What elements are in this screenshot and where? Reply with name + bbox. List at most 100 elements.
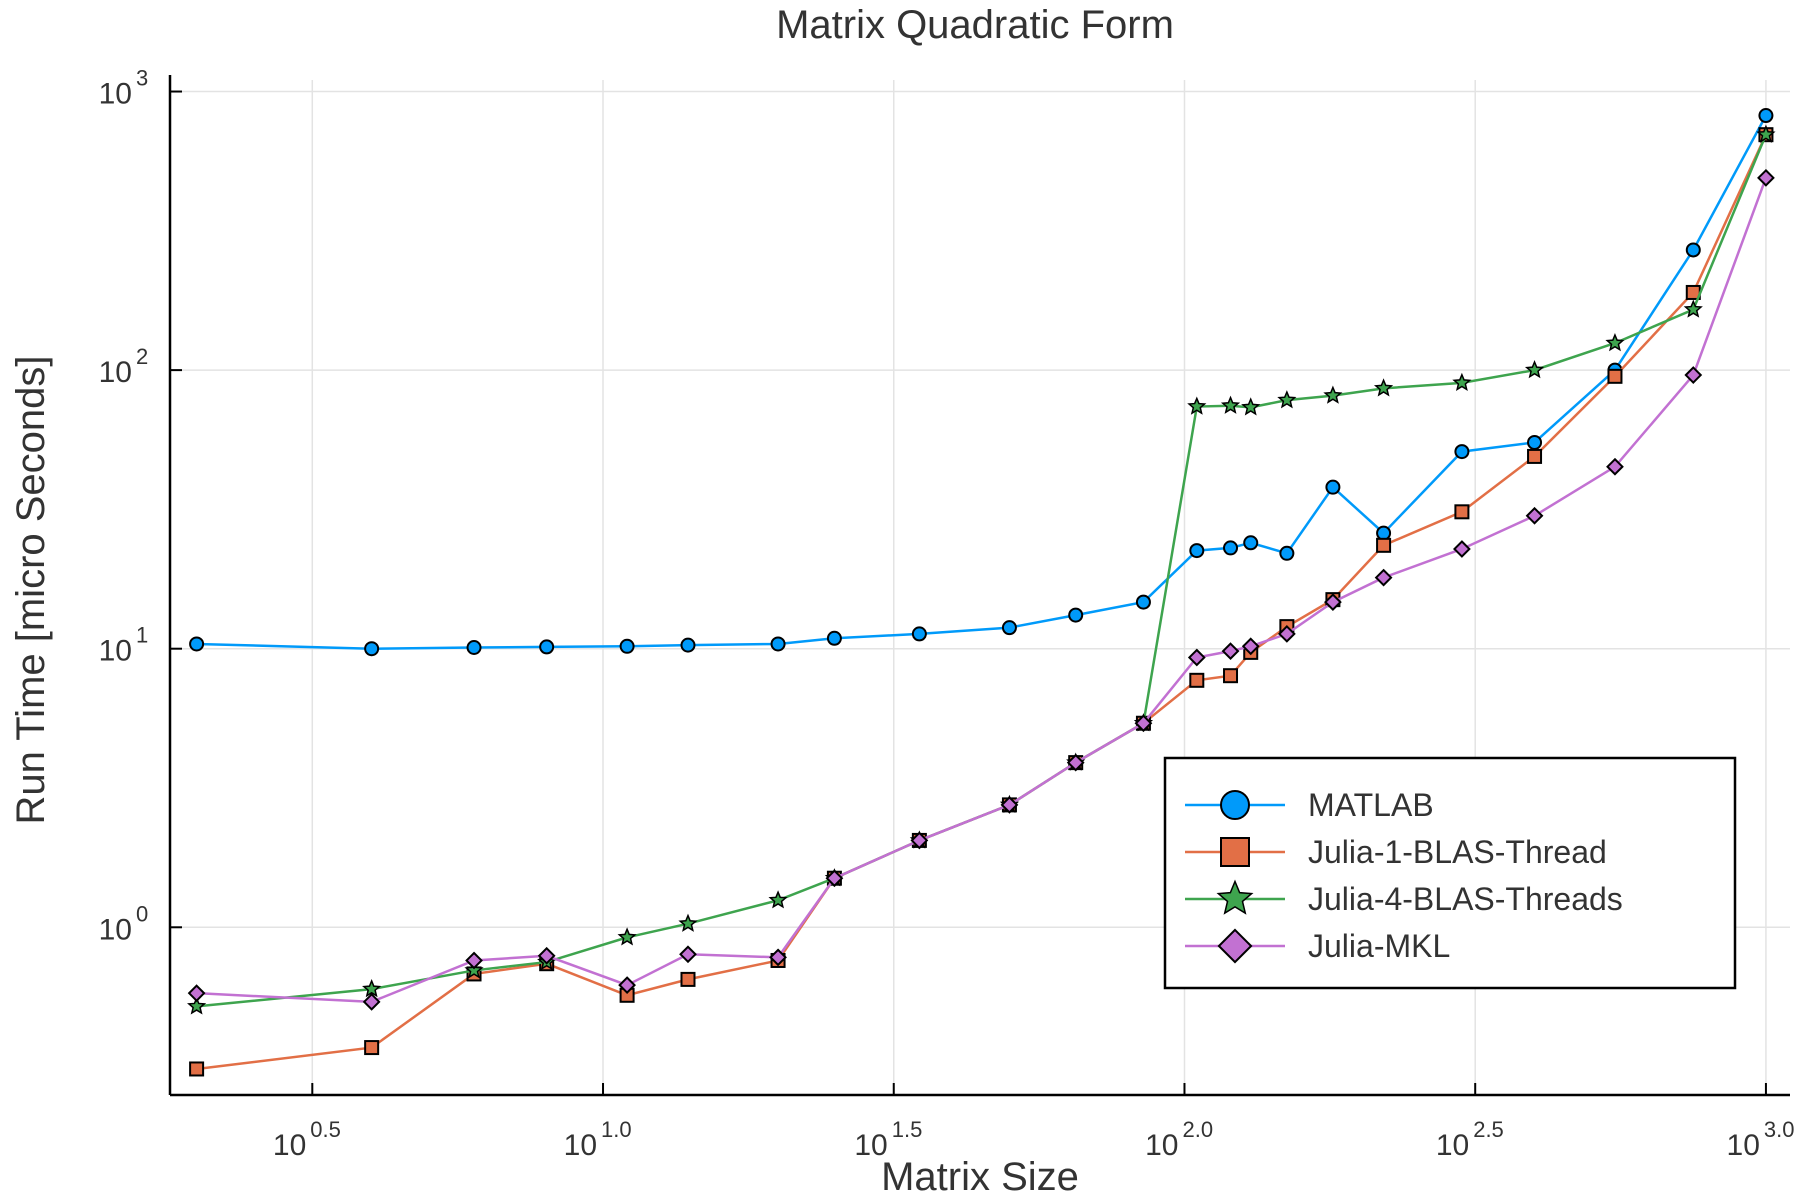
data-point (911, 626, 927, 642)
x-tick-label-exponent: 0.5 (310, 1117, 341, 1142)
data-point (1605, 333, 1625, 352)
data-point (769, 948, 787, 967)
legend-label: MATLAB (1308, 787, 1434, 823)
x-tick-label: 10 (1145, 1129, 1178, 1162)
data-point (1756, 124, 1776, 143)
y-tick-label: 10 (99, 913, 132, 946)
data-point (1324, 593, 1342, 611)
data-point (910, 831, 929, 850)
data-point (1066, 753, 1085, 772)
data-point (1376, 537, 1392, 553)
y-tick-label-exponent: 1 (136, 623, 148, 648)
data-point (537, 946, 556, 965)
data-point (1684, 366, 1703, 384)
data-point (1376, 525, 1392, 541)
legend-box (1163, 756, 1737, 990)
data-point (1454, 444, 1470, 460)
legend-marker (1216, 879, 1254, 915)
data-point (189, 636, 205, 652)
data-point (189, 1061, 205, 1077)
data-point (364, 1040, 380, 1056)
data-point (1607, 368, 1623, 384)
data-point (1187, 396, 1207, 415)
data-point (539, 639, 555, 655)
data-point (1454, 504, 1470, 520)
data-point (1189, 672, 1205, 688)
x-tick-label-exponent: 2.5 (1473, 1117, 1504, 1142)
y-tick-label-exponent: 2 (136, 344, 148, 369)
data-point (1277, 625, 1296, 643)
data-point (1135, 594, 1151, 610)
legend-label: Julia-1-BLAS-Thread (1308, 834, 1607, 870)
data-point (618, 976, 636, 995)
y-tick-label: 10 (99, 356, 132, 389)
data-point (619, 638, 635, 654)
x-tick-label: 10 (273, 1129, 306, 1162)
data-point (1223, 540, 1239, 556)
legend-marker (1220, 837, 1250, 867)
data-point (1323, 385, 1343, 404)
legend-marker (1217, 928, 1253, 964)
data-point (1134, 714, 1153, 733)
y-tick-label-exponent: 3 (136, 66, 148, 91)
legend-entry: Julia-MKL (1185, 928, 1450, 964)
data-point (1683, 299, 1703, 318)
x-tick-label-exponent: 3.0 (1764, 1117, 1795, 1142)
data-point (1527, 448, 1543, 464)
data-point (768, 890, 788, 909)
legend-label: Julia-MKL (1308, 928, 1450, 964)
legend-entry: MATLAB (1185, 787, 1434, 823)
x-axis-label: Matrix Size (881, 1155, 1079, 1199)
y-tick-label-exponent: 0 (136, 901, 148, 926)
x-tick-label: 10 (564, 1129, 597, 1162)
data-point (466, 639, 482, 655)
data-point (364, 641, 380, 657)
data-point (1068, 607, 1084, 623)
data-point (1221, 642, 1240, 661)
data-point (1525, 506, 1544, 525)
legend: MATLAB Julia-1-BLAS-Thread Julia-4-BLAS-Th… (1163, 756, 1737, 990)
legend-label: Julia-4-BLAS-Threads (1308, 881, 1623, 917)
data-point (1527, 434, 1543, 450)
data-point (617, 927, 637, 946)
data-point (187, 996, 207, 1015)
y-tick-label: 10 (99, 635, 132, 668)
axes: 10 0.5 10 1.0 10 1.5 10 2.0 10 2.5 10 3.010 010 110 21… (99, 66, 1795, 1162)
series-julia-mkl (187, 168, 1775, 1011)
x-tick-label-exponent: 2.0 (1182, 1117, 1213, 1142)
data-point (1223, 668, 1239, 684)
data-point (1189, 543, 1205, 559)
data-point (1373, 378, 1394, 397)
x-tick-label: 10 (1727, 1129, 1760, 1162)
data-point (1758, 108, 1774, 124)
data-point (825, 869, 844, 888)
data-point (1220, 395, 1241, 414)
data-point (1453, 540, 1471, 558)
data-point (187, 984, 206, 1003)
legend-entry: Julia-4-BLAS-Threads (1185, 879, 1623, 917)
data-point (1685, 242, 1701, 258)
data-point (1524, 360, 1545, 379)
data-point (679, 945, 697, 964)
data-point (1243, 535, 1259, 551)
data-point (1606, 457, 1624, 476)
data-point (678, 913, 698, 932)
data-point (1241, 397, 1261, 416)
legend-entry: Julia-1-BLAS-Thread (1185, 834, 1607, 870)
x-tick-label: 10 (854, 1129, 887, 1162)
data-point (465, 951, 483, 970)
legend-marker (1220, 790, 1250, 820)
data-point (362, 992, 381, 1011)
data-point (826, 630, 842, 646)
data-point (1452, 372, 1472, 392)
data-point (1000, 795, 1019, 814)
x-tick-label-exponent: 1.0 (601, 1117, 632, 1142)
data-point (770, 636, 786, 652)
data-point (1277, 390, 1297, 409)
chart-title: Matrix Quadratic Form (776, 3, 1174, 47)
data-point (362, 979, 382, 998)
data-point (464, 960, 484, 979)
data-point (1187, 648, 1206, 667)
